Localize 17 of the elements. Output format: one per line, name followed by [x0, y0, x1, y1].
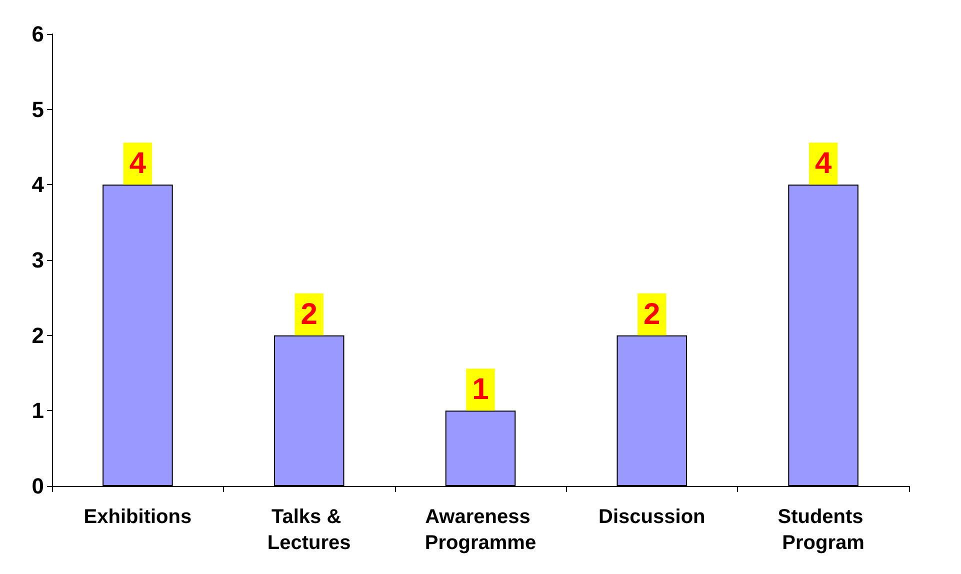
y-tick-label: 1 [32, 398, 44, 424]
y-tick-label: 5 [32, 96, 44, 122]
data-label: 2 [644, 298, 660, 331]
data-label: 2 [300, 298, 318, 331]
y-tick-label: 4 [32, 172, 45, 198]
data-label: 4 [129, 147, 146, 180]
y-tick-label: 0 [32, 474, 44, 498]
x-tick-label: Awareness Programme [424, 506, 536, 554]
x-tick-label: Talks & Lectures [267, 506, 351, 554]
y-tick-label: 2 [32, 322, 44, 348]
y-tick-label: 6 [32, 22, 44, 46]
x-tick-label: Students Program [778, 506, 869, 554]
y-tick-label: 3 [32, 248, 44, 272]
x-tick-label: Exhibitions [84, 506, 192, 528]
x-tick-label: Discussion [598, 506, 706, 528]
data-label: 1 [472, 373, 489, 406]
data-label: 4 [814, 147, 832, 180]
